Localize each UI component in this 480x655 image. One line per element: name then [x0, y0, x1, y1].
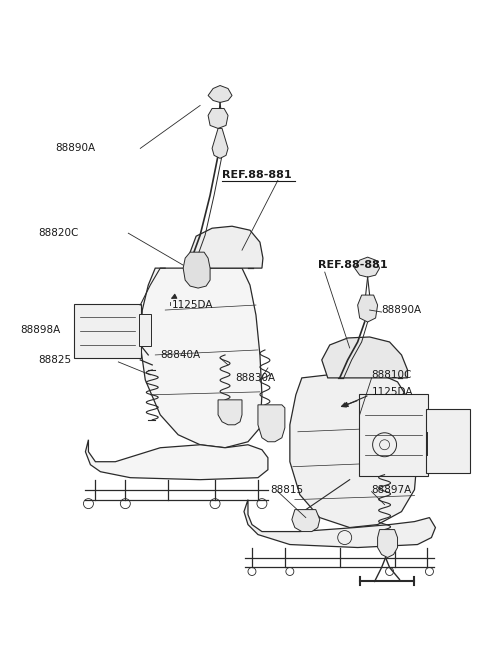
Text: 88897A: 88897A [372, 485, 412, 495]
FancyBboxPatch shape [74, 304, 141, 358]
Polygon shape [378, 530, 397, 557]
Polygon shape [258, 405, 285, 441]
Text: 1125DA: 1125DA [372, 387, 413, 397]
FancyBboxPatch shape [426, 409, 470, 473]
Text: 88825: 88825 [38, 355, 72, 365]
Polygon shape [355, 257, 380, 277]
Polygon shape [218, 400, 242, 425]
Polygon shape [244, 500, 435, 548]
Text: 88820C: 88820C [38, 228, 79, 238]
FancyBboxPatch shape [139, 314, 151, 346]
Text: REF.88-881: REF.88-881 [222, 170, 292, 180]
Polygon shape [212, 128, 228, 159]
Polygon shape [358, 295, 378, 322]
Polygon shape [183, 252, 210, 288]
Polygon shape [290, 373, 418, 527]
Polygon shape [208, 86, 232, 102]
Text: 88898A: 88898A [21, 325, 61, 335]
FancyBboxPatch shape [359, 394, 429, 476]
Polygon shape [140, 268, 262, 448]
Text: 88810C: 88810C [372, 370, 412, 380]
Text: 1125DA: 1125DA [172, 300, 214, 310]
Text: 88890A: 88890A [56, 143, 96, 153]
Text: REF.88-881: REF.88-881 [318, 260, 387, 270]
Polygon shape [322, 337, 408, 378]
Text: 88890A: 88890A [382, 305, 422, 315]
Text: 88815: 88815 [270, 485, 303, 495]
Polygon shape [190, 226, 263, 268]
Text: 88840A: 88840A [160, 350, 200, 360]
Polygon shape [292, 510, 320, 532]
Text: 88830A: 88830A [235, 373, 275, 383]
Polygon shape [85, 440, 268, 479]
Polygon shape [208, 109, 228, 128]
